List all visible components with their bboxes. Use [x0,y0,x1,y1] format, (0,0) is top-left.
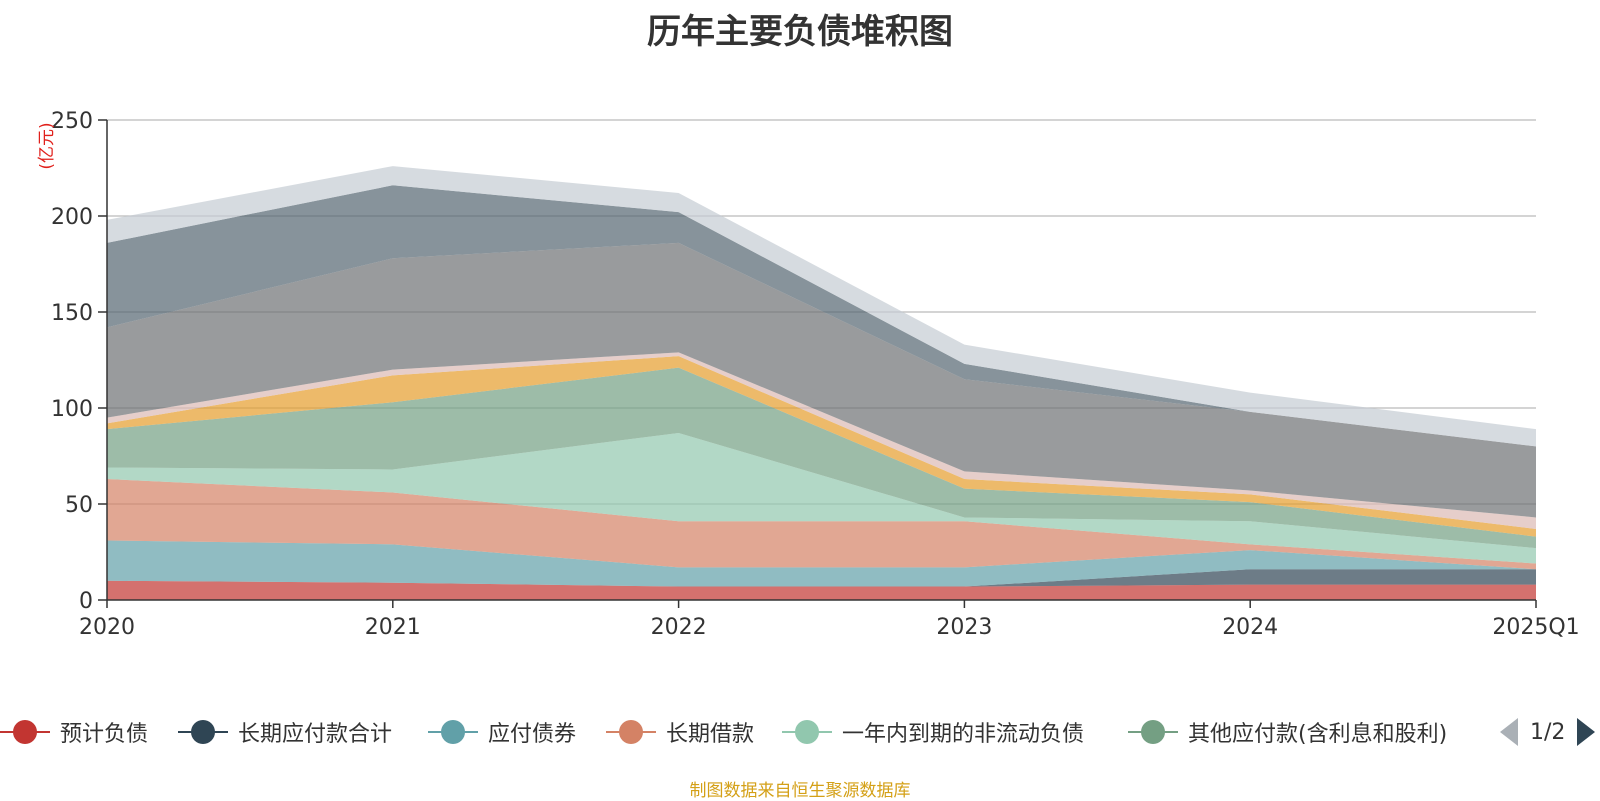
y-tick-label: 50 [65,493,93,518]
chart-title: 历年主要负债堆积图 [647,12,953,52]
area-series-10[interactable] [107,185,1536,447]
legend-label: 应付债券 [488,722,577,747]
legend-label: 长期应付款合计 [238,722,393,747]
x-tick-label: 2024 [1222,615,1278,640]
source-note: 制图数据来自恒生聚源数据库 [689,781,911,801]
area-series-4[interactable] [107,432,1536,564]
legend-item[interactable]: 其他应付款(含利息和股利) [1128,712,1447,752]
area-series-8[interactable] [107,352,1536,529]
legend-marker-icon [606,717,656,747]
area-series-6[interactable] [107,356,1536,537]
legend-marker-icon [782,717,832,747]
x-tick-label: 2020 [79,615,135,640]
y-tick-label: 0 [79,589,93,614]
legend-item[interactable]: 应付债券 [428,712,576,752]
x-tick-label: 2021 [365,615,421,640]
y-tick-label: 250 [51,109,93,134]
prev-page-icon[interactable] [1500,718,1518,746]
legend-marker-icon [1128,717,1178,747]
y-tick-label: 200 [51,205,93,230]
legend-pager: 1/2 [1500,712,1596,752]
legend-label: 预计负债 [60,722,149,747]
legend-marker-icon [0,717,50,747]
area-series-2[interactable] [107,540,1536,587]
y-tick-label: 100 [51,397,93,422]
area-series-1[interactable] [107,569,1536,587]
legend: 预计负债 长期应付款合计 应付债券 长期借款 一年内到期的非流动负债 其他应付款(含利息和… [0,712,1600,752]
x-tick-label: 2023 [936,615,992,640]
legend-label: 一年内到期的非流动负债 [842,722,1085,747]
next-page-icon[interactable] [1577,718,1596,746]
x-tick-label: 2022 [651,615,707,640]
legend-item[interactable]: 预计负债 [0,712,148,752]
area-series-9[interactable] [107,242,1536,518]
legend-item[interactable]: 一年内到期的非流动负债 [782,712,1084,752]
area-series-group [107,166,1536,600]
x-tick-label: 2025Q1 [1492,615,1579,640]
y-tick-label: 150 [51,301,93,326]
axes: 0 50 100 150 200 250 2020 2021 2022 2023 2024 2025Q… [51,109,1580,640]
legend-item[interactable]: 长期借款 [606,712,754,752]
area-series-0[interactable] [107,580,1536,600]
area-series-11[interactable] [107,166,1536,447]
legend-marker-icon [178,717,228,747]
legend-page-indicator: 1/2 [1530,719,1566,745]
legend-label: 长期借款 [666,722,755,747]
legend-item[interactable]: 长期应付款合计 [178,712,392,752]
legend-marker-icon [428,717,478,747]
y-axis-unit-label: (亿元) [37,122,57,169]
area-series-5[interactable] [107,367,1536,549]
legend-label: 其他应付款(含利息和股利) [1188,722,1448,747]
area-series-3[interactable] [107,479,1536,570]
